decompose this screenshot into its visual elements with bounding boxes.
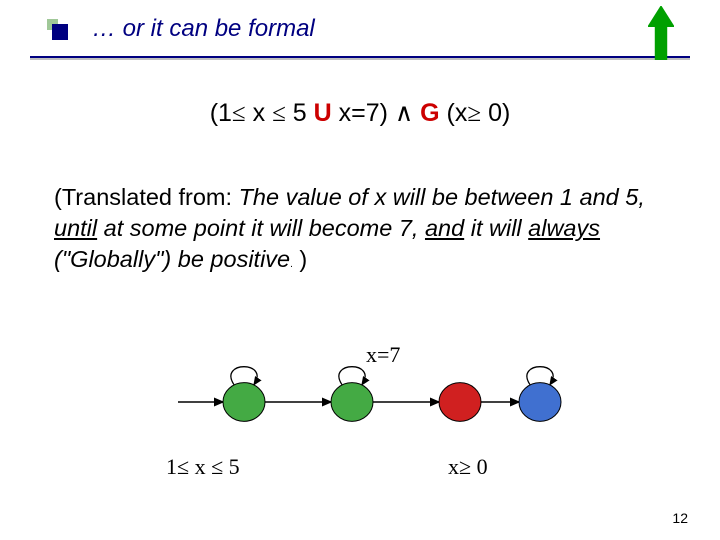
translation-text: (Translated from: The value of x will be…: [54, 182, 670, 275]
label-x-equals-7: x=7: [366, 342, 400, 368]
diagram-svg: [0, 340, 720, 460]
main-formula: (1≤ x ≤ 5 U x=7) ∧ G (x≥ 0): [0, 98, 720, 128]
label-x-ge-0: x≥ 0: [448, 454, 488, 480]
label-1-le-x-le-5: 1≤ x ≤ 5: [166, 454, 240, 480]
title-accent-icon: [46, 18, 68, 40]
title-underline-shadow: [30, 58, 690, 60]
page-number: 12: [672, 510, 688, 526]
up-arrow-icon: [648, 6, 674, 60]
slide-title: … or it can be formal: [92, 15, 315, 43]
state-diagram: x=7 1≤ x ≤ 5 x≥ 0: [0, 340, 720, 465]
